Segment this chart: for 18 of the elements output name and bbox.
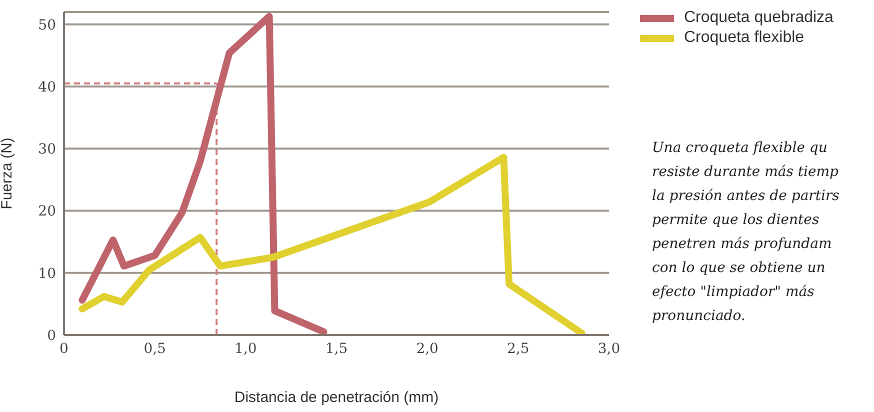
y-axis-title: Fuerza (N) — [0, 138, 16, 210]
y-tick-label: 10 — [38, 266, 56, 282]
x-axis-title: Distancia de penetración (mm) — [234, 389, 439, 406]
x-tick-label: 1,0 — [234, 340, 257, 357]
x-tick-label: 0 — [60, 340, 68, 357]
x-tick-label: 2,0 — [416, 340, 438, 357]
y-tick-label: 40 — [38, 80, 56, 96]
text: Una croqueta flexible qu resiste durante más tiemp la presión antes de partirs permite que los dientes penetren más profundam con lo que se obtiene un efecto "limpiador" más pronunciado. — [652, 139, 840, 326]
y-tick-label: 20 — [38, 204, 56, 220]
x-tick-label: 2,5 — [507, 340, 530, 357]
x-tick-label: 3,0 — [598, 340, 620, 357]
legend-label: Croqueta flexible — [684, 28, 804, 48]
x-tick-label: 0,5 — [144, 340, 166, 357]
x-tick-label: 1,5 — [325, 340, 348, 357]
y-tick-label: 0 — [47, 328, 56, 344]
y-tick-label: 30 — [38, 142, 56, 158]
y-tick-label: 50 — [38, 17, 56, 34]
legend-label: Croqueta quebradiza — [684, 8, 834, 28]
